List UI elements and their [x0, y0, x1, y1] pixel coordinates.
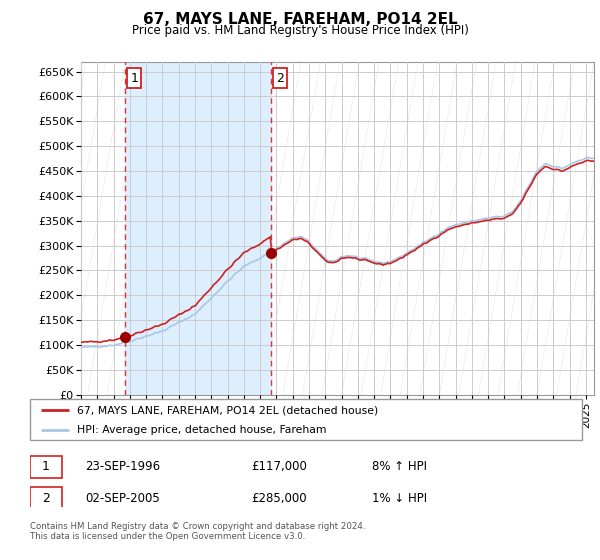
- Text: £117,000: £117,000: [251, 460, 307, 473]
- Text: 8% ↑ HPI: 8% ↑ HPI: [372, 460, 427, 473]
- FancyBboxPatch shape: [30, 455, 62, 478]
- FancyBboxPatch shape: [30, 487, 62, 510]
- Text: 1: 1: [42, 460, 50, 473]
- Text: 1% ↓ HPI: 1% ↓ HPI: [372, 492, 427, 505]
- Text: 67, MAYS LANE, FAREHAM, PO14 2EL: 67, MAYS LANE, FAREHAM, PO14 2EL: [143, 12, 457, 27]
- Text: Contains HM Land Registry data © Crown copyright and database right 2024.
This d: Contains HM Land Registry data © Crown c…: [30, 522, 365, 542]
- Text: 67, MAYS LANE, FAREHAM, PO14 2EL (detached house): 67, MAYS LANE, FAREHAM, PO14 2EL (detach…: [77, 405, 378, 415]
- Text: 2: 2: [42, 492, 50, 505]
- Text: Price paid vs. HM Land Registry's House Price Index (HPI): Price paid vs. HM Land Registry's House …: [131, 24, 469, 37]
- Text: 23-SEP-1996: 23-SEP-1996: [85, 460, 160, 473]
- Text: 1: 1: [130, 72, 138, 85]
- Text: 02-SEP-2005: 02-SEP-2005: [85, 492, 160, 505]
- Text: 2: 2: [276, 72, 284, 85]
- Text: £285,000: £285,000: [251, 492, 307, 505]
- FancyBboxPatch shape: [30, 399, 582, 440]
- Bar: [125, 62, 271, 395]
- Text: HPI: Average price, detached house, Fareham: HPI: Average price, detached house, Fare…: [77, 424, 326, 435]
